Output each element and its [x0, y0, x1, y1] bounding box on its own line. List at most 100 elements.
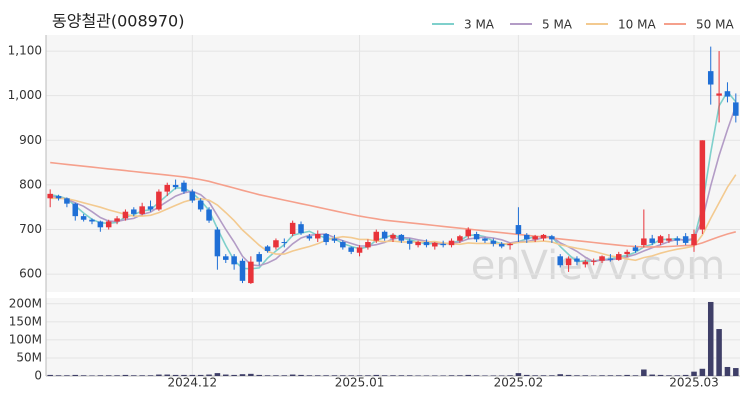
volume-bar: [540, 375, 547, 376]
volume-bar: [557, 374, 563, 376]
volume-bar: [733, 368, 739, 376]
volume-bar: [465, 374, 472, 376]
candle-body: [365, 242, 371, 248]
x-tick-label: 2025.01: [335, 376, 385, 390]
candle-body: [398, 234, 405, 241]
volume-bar: [423, 375, 430, 376]
candle-body: [105, 221, 112, 228]
volume-bar: [156, 374, 162, 376]
volume-bar: [264, 375, 271, 376]
candle-body: [415, 242, 421, 246]
candle-body: [473, 233, 480, 240]
candle-body: [72, 203, 79, 217]
candle-body: [164, 184, 171, 192]
volume-bar: [565, 374, 572, 376]
candle-body: [641, 238, 647, 246]
volume-bar: [699, 368, 706, 376]
volume-bar: [314, 375, 321, 376]
candle-body: [264, 246, 271, 251]
volume-bar: [716, 329, 722, 376]
candle-body: [457, 236, 463, 241]
volume-bar: [248, 373, 254, 376]
candle-body: [674, 238, 681, 241]
volume-bar: [256, 374, 262, 376]
x-tick-label: 2024.12: [168, 376, 218, 390]
candle-body: [373, 231, 380, 241]
volume-bar: [641, 369, 647, 376]
candle-body: [440, 243, 446, 246]
volume-bar: [365, 375, 371, 376]
candle-body: [114, 218, 120, 222]
volume-bar: [281, 375, 288, 376]
volume-bar: [590, 375, 597, 376]
volume-bar: [323, 375, 329, 376]
volume-bar: [390, 375, 396, 376]
y2-tick-label: 0: [34, 369, 42, 383]
candle-body: [64, 198, 70, 204]
volume-bar: [114, 375, 120, 376]
candle-body: [524, 234, 530, 240]
candle-body: [97, 221, 104, 228]
candle-body: [482, 238, 488, 241]
volume-bar: [674, 375, 681, 376]
candle-body: [582, 261, 589, 265]
chart-title: 동양철관(008970): [52, 12, 184, 31]
candle-body: [331, 238, 338, 241]
volume-bar: [131, 375, 137, 376]
candle-body: [406, 240, 413, 244]
candle-body: [682, 236, 689, 243]
volume-bar: [381, 375, 388, 376]
volume-bar: [331, 375, 338, 376]
x-tick-label: 2025.03: [669, 376, 719, 390]
legend-label: 3 MA: [464, 18, 495, 32]
volume-bar: [273, 375, 279, 376]
candle-body: [139, 206, 145, 214]
candle-body: [607, 258, 614, 260]
candle-body: [498, 243, 505, 247]
y-tick-label: 800: [19, 177, 42, 191]
candle-body: [649, 238, 655, 243]
candle-body: [448, 240, 455, 246]
candle-body: [214, 229, 221, 257]
volume-bar: [632, 375, 639, 376]
volume-bar: [348, 375, 354, 376]
candle-body: [733, 102, 739, 116]
candle-body: [465, 229, 472, 237]
candle-body: [306, 236, 313, 239]
candle-body: [256, 254, 262, 262]
candle-body: [632, 247, 639, 251]
candle-body: [615, 254, 622, 260]
volume-bar: [515, 373, 522, 376]
candle-body: [432, 242, 438, 247]
y2-tick-label: 150M: [9, 314, 42, 328]
volume-bar: [72, 374, 79, 376]
y-tick-label: 600: [19, 267, 42, 281]
volume-bar: [682, 374, 689, 376]
candle-body: [691, 233, 697, 246]
x-tick-label: 2025.02: [494, 376, 544, 390]
volume-bar: [80, 375, 87, 376]
ma-line: [50, 161, 737, 248]
volume-bar: [189, 374, 196, 376]
volume-bar: [105, 375, 112, 376]
volume-bar: [214, 373, 221, 376]
volume-bar: [624, 374, 630, 376]
candle-body: [122, 211, 129, 219]
candle-body: [557, 256, 563, 266]
candle-body: [540, 234, 547, 239]
y-tick-label: 1,000: [8, 88, 42, 102]
candle-body: [423, 242, 430, 246]
candle-body: [89, 219, 95, 222]
volume-bar: [482, 375, 488, 376]
legend-label: 5 MA: [542, 18, 573, 32]
y-tick-label: 900: [19, 133, 42, 147]
candle-body: [657, 236, 664, 243]
volume-bar: [139, 375, 145, 376]
volume-bar: [607, 375, 614, 376]
candle-body: [131, 209, 137, 214]
volume-bar: [164, 374, 171, 376]
volume-bar: [457, 375, 463, 376]
volume-bar: [89, 375, 95, 376]
volume-bar: [490, 375, 497, 376]
